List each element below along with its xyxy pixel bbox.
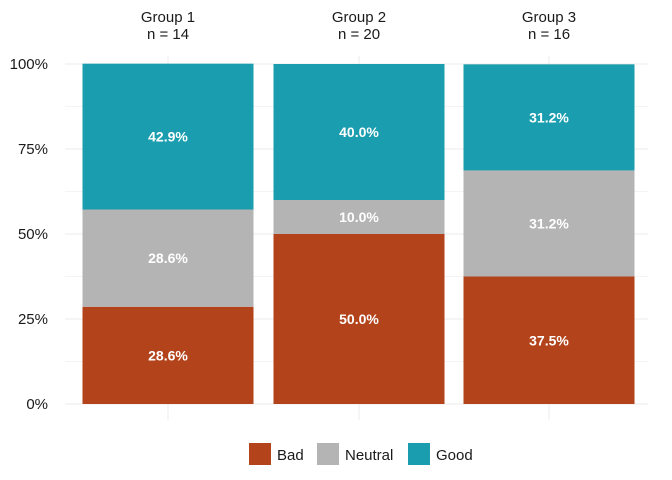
bar-segment-bad [82,306,254,404]
data-labels: 28.6% 28.6% 42.9% 50.0% 10.0% 40.0% 37.5% 31.2%… [148,109,569,363]
bar-segment-good [463,64,635,171]
data-label: 42.9% [148,129,188,145]
y-tick-label: 25% [18,311,48,328]
bar-segment-good [82,63,254,210]
y-tick-label: 100% [10,56,48,73]
y-tick-label: 0% [26,396,48,413]
legend-label: Good [436,447,473,464]
data-label: 28.6% [148,347,188,363]
facet-subtitle: n = 14 [147,26,189,43]
data-label: 50.0% [339,311,379,327]
data-label: 10.0% [339,209,379,225]
facet-title: Group 3 [522,9,576,26]
bar-segment-good [273,64,445,200]
facet-title: Group 2 [332,9,386,26]
data-label: 40.0% [339,124,379,140]
facet-subtitle: n = 16 [528,26,570,43]
y-tick-label: 75% [18,141,48,158]
data-label: 31.2% [529,109,569,125]
bars-layer [82,63,635,404]
facet-title: Group 1 [141,9,195,26]
bar-segment-neutral [273,200,445,234]
facet-subtitle: n = 20 [338,26,380,43]
facet-headers: Group 1n = 14 Group 2n = 20 Group 3n = 16 [141,9,576,43]
legend-swatch-neutral [317,443,339,465]
bar-segment-bad [273,234,445,404]
legend: Bad Neutral Good [249,443,473,465]
bar-segment-bad [463,276,635,404]
bar-segment-neutral [82,209,254,307]
legend-label: Bad [277,447,304,464]
legend-swatch-bad [249,443,271,465]
data-label: 31.2% [529,215,569,231]
data-label: 28.6% [148,250,188,266]
y-tick-label: 50% [18,226,48,243]
y-axis: 0% 25% 50% 75% 100% [10,56,48,413]
bar-segment-neutral [463,170,635,277]
data-label: 37.5% [529,332,569,348]
legend-label: Neutral [345,447,393,464]
legend-swatch-good [408,443,430,465]
